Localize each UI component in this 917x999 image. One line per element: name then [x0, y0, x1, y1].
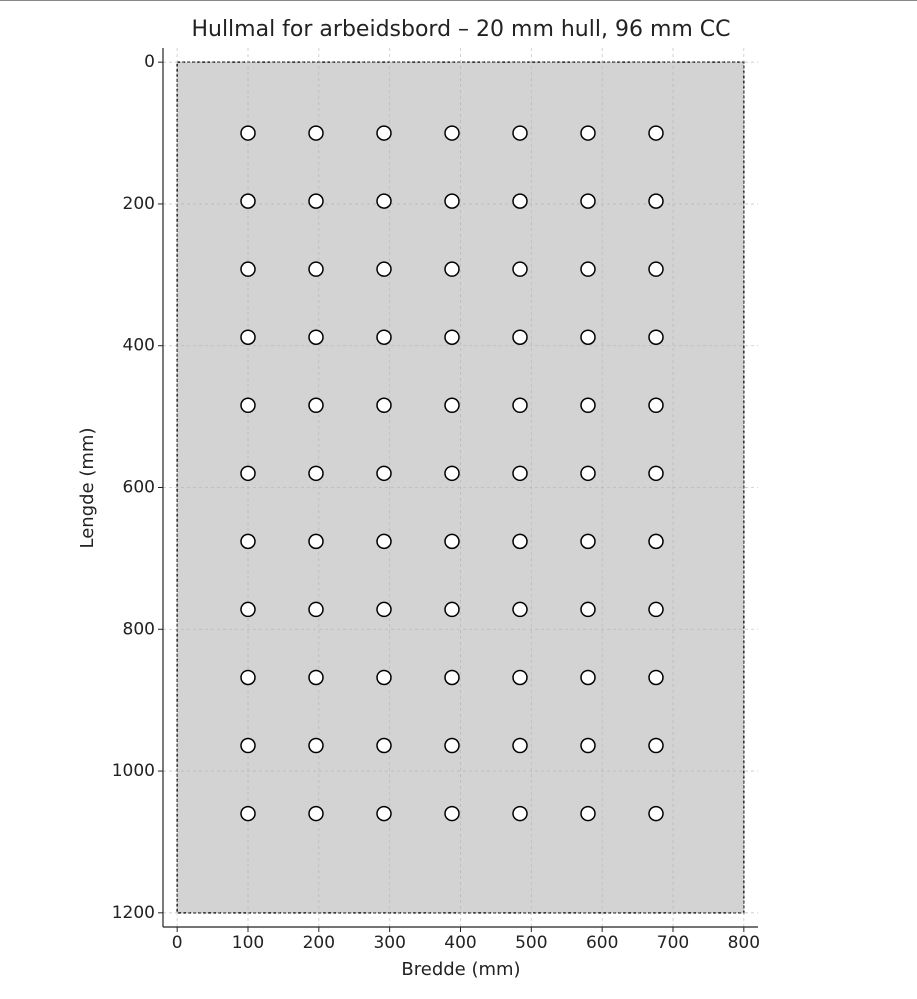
hole	[376, 125, 392, 141]
hole	[580, 601, 596, 618]
hole	[512, 193, 528, 209]
hole	[444, 261, 460, 277]
hole	[648, 329, 664, 345]
hole	[444, 805, 460, 822]
hole	[308, 125, 324, 141]
x-tick-label: 700	[657, 933, 689, 953]
hole	[648, 397, 664, 414]
hole	[580, 193, 596, 209]
hole	[376, 805, 392, 822]
hole	[376, 193, 392, 209]
hole	[512, 397, 528, 414]
hole	[240, 805, 256, 822]
hole	[648, 669, 664, 686]
hole	[512, 601, 528, 618]
hole	[444, 125, 460, 141]
y-tick-label: 0	[144, 52, 155, 72]
hole	[444, 669, 460, 686]
hole	[580, 397, 596, 414]
hole	[580, 533, 596, 550]
hole	[512, 669, 528, 686]
y-axis-label: Lengde (mm)	[77, 428, 98, 549]
hole	[580, 669, 596, 686]
hole	[444, 397, 460, 414]
hole	[512, 125, 528, 141]
hole	[240, 397, 256, 414]
hole	[512, 805, 528, 822]
hole	[240, 737, 256, 754]
hole	[648, 737, 664, 754]
hole	[308, 465, 324, 482]
hole	[648, 533, 664, 550]
hole	[444, 465, 460, 482]
y-tick-label: 600	[123, 478, 155, 498]
hole	[308, 193, 324, 209]
hole	[648, 805, 664, 822]
y-tick-label: 1200	[112, 903, 155, 923]
x-tick-label: 400	[444, 933, 476, 953]
hole	[376, 329, 392, 345]
hole	[648, 601, 664, 618]
hole	[240, 601, 256, 618]
hole	[580, 261, 596, 277]
hole	[444, 533, 460, 550]
hole	[376, 465, 392, 482]
hole	[512, 533, 528, 550]
hole	[308, 669, 324, 686]
hole	[512, 737, 528, 754]
x-tick-label: 600	[586, 933, 618, 953]
hole	[240, 261, 256, 277]
hole	[648, 261, 664, 277]
x-tick-label: 500	[515, 933, 547, 953]
hole	[240, 533, 256, 550]
x-tick-label: 200	[303, 933, 335, 953]
y-tick-label: 400	[123, 336, 155, 356]
x-tick-label: 100	[232, 933, 264, 953]
x-tick-label: 0	[172, 933, 183, 953]
hole	[580, 737, 596, 754]
hole	[580, 805, 596, 822]
hole	[376, 601, 392, 618]
hole	[308, 329, 324, 345]
hole	[240, 125, 256, 141]
hole	[580, 465, 596, 482]
hole	[512, 465, 528, 482]
y-tick-label: 800	[123, 619, 155, 639]
hole	[376, 737, 392, 754]
hole	[308, 397, 324, 414]
hole	[308, 805, 324, 822]
hole	[444, 737, 460, 754]
hole	[648, 125, 664, 141]
chart-title: Hullmal for arbeidsbord – 20 mm hull, 96…	[191, 17, 730, 42]
hole	[444, 601, 460, 618]
hole	[512, 329, 528, 345]
hole	[240, 329, 256, 345]
hole	[580, 125, 596, 141]
hole	[240, 669, 256, 686]
hole	[376, 261, 392, 277]
x-axis-label: Bredde (mm)	[401, 959, 520, 980]
hole	[376, 669, 392, 686]
hole	[376, 397, 392, 414]
hole	[308, 533, 324, 550]
hole	[308, 601, 324, 618]
y-tick-label: 200	[123, 194, 155, 214]
hole	[376, 533, 392, 550]
hole	[580, 329, 596, 345]
x-tick-label: 300	[373, 933, 405, 953]
hole	[648, 465, 664, 482]
hole	[444, 193, 460, 209]
hole	[308, 261, 324, 277]
hole	[240, 193, 256, 209]
hole	[308, 737, 324, 754]
x-tick-label: 800	[728, 933, 760, 953]
y-tick-label: 1000	[112, 761, 155, 781]
hole	[648, 193, 664, 209]
hole	[444, 329, 460, 345]
hole	[240, 465, 256, 482]
hole	[512, 261, 528, 277]
